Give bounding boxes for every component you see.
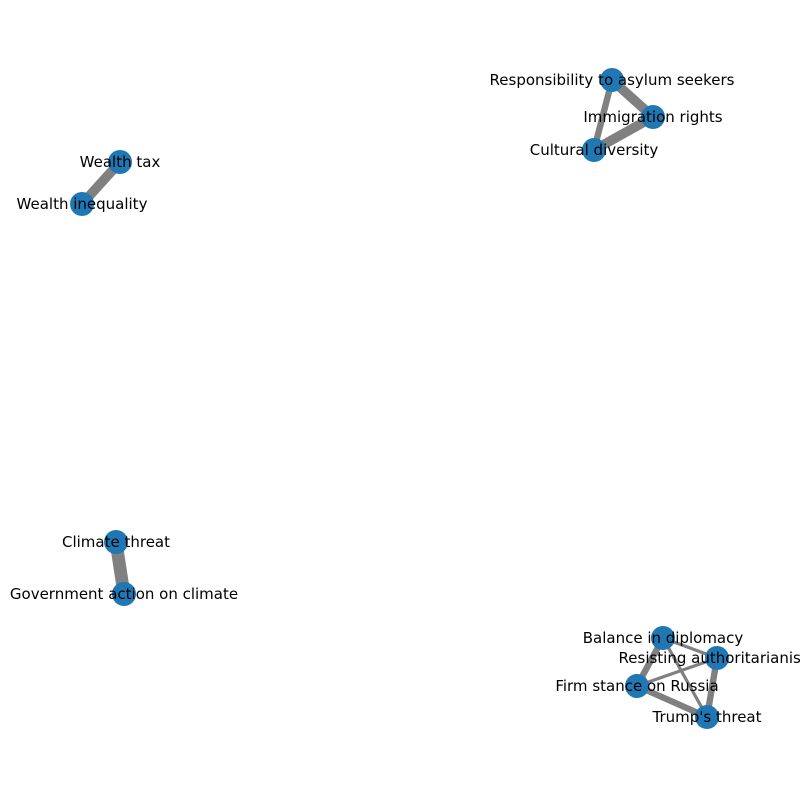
- node-label-immigration: Immigration rights: [583, 108, 722, 126]
- node-russia: [625, 674, 649, 698]
- node-cultural: [582, 138, 606, 162]
- node-wealth_tax: [108, 150, 132, 174]
- edge-layer: [78, 76, 721, 720]
- edge-resisting-russia: [636, 656, 718, 688]
- node-label-resisting: Resisting authoritarianism: [619, 649, 800, 667]
- node-label-wealth_tax: Wealth tax: [80, 153, 161, 171]
- node-label-balance: Balance in diplomacy: [583, 629, 744, 647]
- node-label-asylum: Responsibility to asylum seekers: [490, 71, 735, 89]
- node-label-climate_threat: Climate threat: [62, 533, 170, 551]
- node-resisting: [705, 646, 729, 670]
- node-label-trump: Trump's threat: [652, 708, 762, 726]
- node-balance: [651, 626, 675, 650]
- edge-russia-trump: [635, 683, 709, 720]
- edge-asylum-cultural: [590, 79, 616, 151]
- node-gov_climate: [112, 582, 136, 606]
- node-label-wealth_inequality: Wealth inequality: [17, 195, 148, 213]
- node-label-gov_climate: Government action on climate: [10, 585, 238, 603]
- node-immigration: [641, 105, 665, 129]
- node-label-cultural: Cultural diversity: [530, 141, 659, 159]
- label-layer: Wealth tax Wealth inequality Responsibilit…: [10, 71, 800, 726]
- node-asylum: [600, 68, 624, 92]
- node-layer: [70, 68, 729, 729]
- node-label-russia: Firm stance on Russia: [555, 677, 718, 695]
- node-wealth_inequality: [70, 192, 94, 216]
- edge-balance-trump: [661, 637, 709, 718]
- node-trump: [695, 705, 719, 729]
- node-climate_threat: [104, 530, 128, 554]
